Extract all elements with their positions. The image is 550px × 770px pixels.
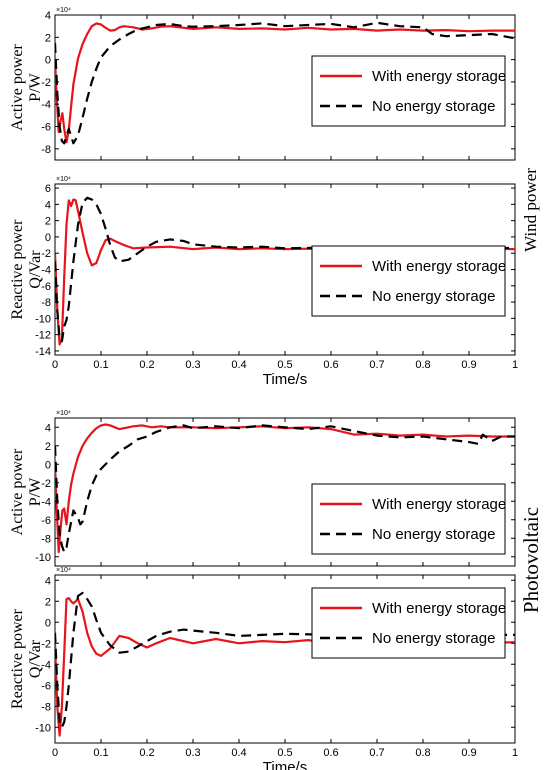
legend-box bbox=[311, 245, 506, 317]
y-tick-label: 2 bbox=[45, 32, 51, 44]
x-tick-label: 0.3 bbox=[185, 359, 200, 371]
legend-label: No energy storage bbox=[372, 630, 495, 647]
y-tick-label: -2 bbox=[41, 248, 51, 260]
legend-label: No energy storage bbox=[372, 98, 495, 115]
y-axis-label: Active power bbox=[9, 44, 26, 131]
y-axis-label: Q/Var bbox=[27, 250, 44, 289]
section-label-wind: Wind power bbox=[521, 168, 540, 252]
y-axis-label: P/W bbox=[27, 72, 44, 101]
x-tick-label: 0.2 bbox=[139, 359, 154, 371]
y-tick-label: -6 bbox=[41, 122, 51, 134]
y-tick-label: 0 bbox=[45, 617, 51, 629]
x-tick-label: 0.6 bbox=[323, 747, 338, 759]
y-tick-label: 2 bbox=[45, 216, 51, 228]
x-tick-label: 0.5 bbox=[277, 747, 292, 759]
axis-multiplier: ×10⁴ bbox=[56, 567, 71, 574]
x-axis-label: Time/s bbox=[263, 759, 307, 770]
legend-box bbox=[311, 55, 506, 127]
y-tick-label: -2 bbox=[41, 77, 51, 89]
legend-label: With energy storage bbox=[372, 496, 506, 513]
section-label-pv: Photovoltaic bbox=[519, 507, 543, 613]
y-tick-label: -2 bbox=[41, 638, 51, 650]
y-axis-label: P/W bbox=[27, 477, 44, 506]
x-tick-label: 0.7 bbox=[369, 747, 384, 759]
y-tick-label: 4 bbox=[45, 199, 51, 211]
y-tick-label: 4 bbox=[45, 422, 51, 434]
axis-multiplier: ×10⁴ bbox=[56, 176, 71, 183]
y-tick-label: -2 bbox=[41, 478, 51, 490]
legend-label: No energy storage bbox=[372, 288, 495, 305]
x-tick-label: 0.1 bbox=[93, 359, 108, 371]
x-tick-label: 0.4 bbox=[231, 747, 246, 759]
y-tick-label: -6 bbox=[41, 680, 51, 692]
chart-wind-active: 4 2 0 -2 -4 -6 -8 ×10⁴ Active power P/W With energ… bbox=[9, 7, 516, 161]
x-tick-label: 0.2 bbox=[139, 747, 154, 759]
y-tick-label: -4 bbox=[41, 659, 51, 671]
y-tick-label: -10 bbox=[35, 552, 51, 564]
y-tick-label: 2 bbox=[45, 441, 51, 453]
y-axis-label: Reactive power bbox=[9, 608, 26, 709]
y-tick-label: 2 bbox=[45, 596, 51, 608]
y-tick-label: 0 bbox=[45, 232, 51, 244]
x-tick-label: 0 bbox=[52, 359, 58, 371]
series-line-with-energy-storage bbox=[55, 423, 515, 554]
series-line-no-energy-storage bbox=[55, 424, 515, 554]
y-tick-label: -10 bbox=[35, 722, 51, 734]
x-tick-label: 1 bbox=[512, 359, 518, 371]
axis-multiplier: ×10⁴ bbox=[56, 410, 71, 417]
x-axis-label: Time/s bbox=[263, 371, 307, 388]
axis-multiplier: ×10⁴ bbox=[56, 7, 71, 14]
legend-box bbox=[311, 483, 506, 555]
y-axis-label: Reactive power bbox=[9, 219, 26, 320]
y-tick-label: -6 bbox=[41, 515, 51, 527]
y-tick-label: -8 bbox=[41, 701, 51, 713]
y-tick-label: -8 bbox=[41, 144, 51, 156]
y-axis-label: Active power bbox=[9, 448, 26, 535]
x-tick-label: 0.8 bbox=[415, 359, 430, 371]
x-tick-label: 0.1 bbox=[93, 747, 108, 759]
y-tick-label: 4 bbox=[45, 575, 51, 587]
y-tick-label: 0 bbox=[45, 55, 51, 67]
y-tick-label: -6 bbox=[41, 281, 51, 293]
y-tick-label: -10 bbox=[35, 313, 51, 325]
y-tick-label: -4 bbox=[41, 496, 51, 508]
legend-label: With energy storage bbox=[372, 258, 506, 275]
y-tick-label: 0 bbox=[45, 459, 51, 471]
x-tick-label: 0.4 bbox=[231, 359, 246, 371]
y-tick-label: -12 bbox=[35, 330, 51, 342]
y-tick-label: -4 bbox=[41, 99, 51, 111]
series-line-no-energy-storage bbox=[55, 21, 515, 145]
x-tick-label: 1 bbox=[512, 747, 518, 759]
chart-pv-reactive: 4 2 0 -2 -4 -6 -8 -10 0 0.1 0.2 0.3 0.4 0.5 0.6 0.7 0.8 0… bbox=[9, 567, 518, 770]
legend-label: With energy storage bbox=[372, 600, 506, 617]
x-tick-label: 0.5 bbox=[277, 359, 292, 371]
y-axis-label: Q/Var bbox=[27, 639, 44, 678]
x-tick-label: 0 bbox=[52, 747, 58, 759]
legend-label: No energy storage bbox=[372, 526, 495, 543]
series-line-no-energy-storage bbox=[55, 591, 515, 729]
x-tick-label: 0.3 bbox=[185, 747, 200, 759]
x-tick-label: 0.9 bbox=[461, 747, 476, 759]
legend-box bbox=[311, 587, 506, 659]
x-tick-label: 0.6 bbox=[323, 359, 338, 371]
y-tick-label: 4 bbox=[45, 10, 51, 22]
y-tick-label: -14 bbox=[35, 346, 51, 358]
y-tick-label: -8 bbox=[41, 297, 51, 309]
x-tick-label: 0.7 bbox=[369, 359, 384, 371]
x-tick-label: 0.8 bbox=[415, 747, 430, 759]
y-tick-label: -8 bbox=[41, 533, 51, 545]
series-line-with-energy-storage bbox=[55, 22, 515, 144]
chart-pv-active: 4 2 0 -2 -4 -6 -8 -10 ×10⁴ Active power P/W With en… bbox=[9, 410, 516, 567]
y-tick-label: -4 bbox=[41, 265, 51, 277]
x-tick-label: 0.9 bbox=[461, 359, 476, 371]
legend-label: With energy storage bbox=[372, 68, 506, 85]
y-tick-label: 6 bbox=[45, 183, 51, 195]
